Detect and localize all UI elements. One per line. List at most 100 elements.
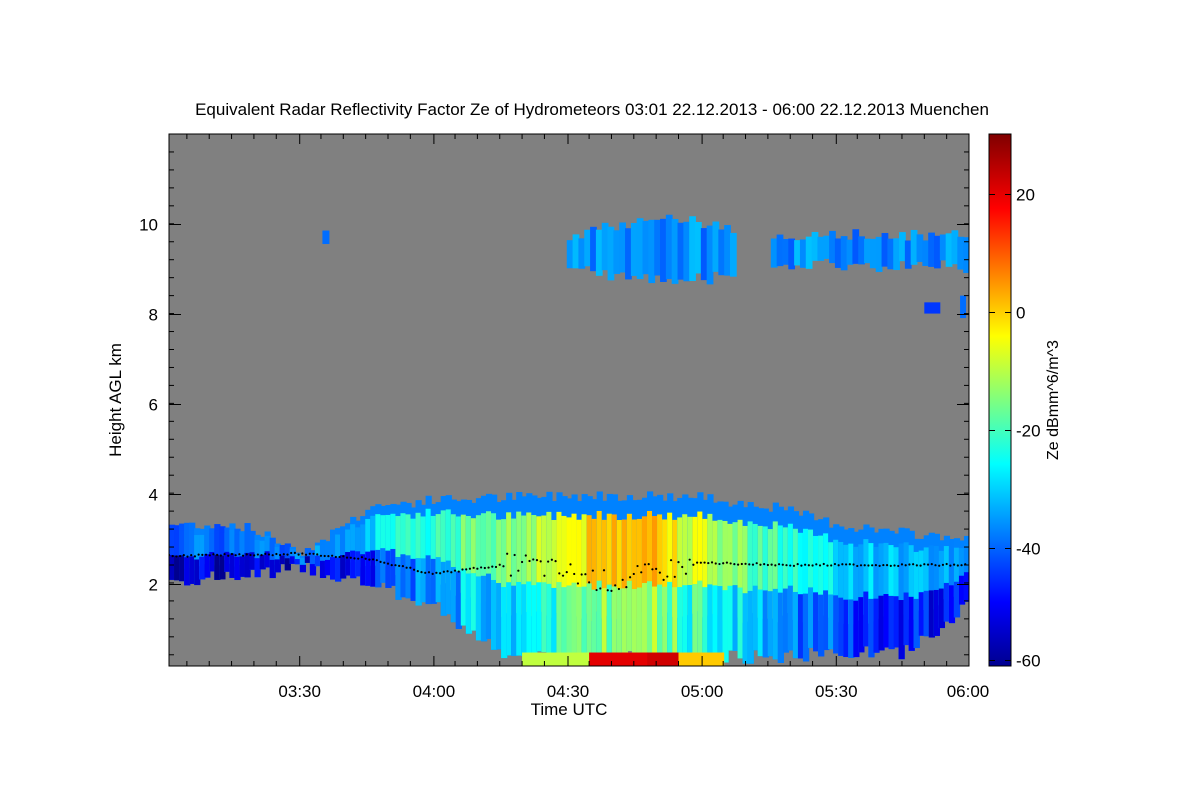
cloud-base-dot <box>256 553 259 556</box>
column-fallstreak <box>697 580 704 653</box>
column-fallstreak <box>682 585 689 660</box>
column-core <box>923 547 930 610</box>
column-fallstreak <box>465 573 473 634</box>
column-fallstreak <box>883 594 890 648</box>
reflectivity-column <box>883 528 890 648</box>
reflectivity-column <box>420 504 427 603</box>
cloud-base-dot <box>275 552 278 556</box>
column-fallstreak <box>480 575 488 642</box>
upper-cloud-column <box>619 222 626 273</box>
reflectivity-column <box>858 529 865 653</box>
reflectivity-column <box>169 524 176 580</box>
y-tick-label: 2 <box>149 576 158 595</box>
reflectivity-column <box>963 535 969 602</box>
column-fallstreak <box>752 585 759 651</box>
cloud-base-dot <box>323 554 326 558</box>
cloud-base-dot <box>591 569 594 572</box>
column-fallstreak <box>802 593 810 662</box>
column-core <box>259 540 266 561</box>
column-fallstreak <box>722 590 729 663</box>
upper-cloud-column <box>951 230 959 265</box>
cloud-base-dot <box>282 553 285 556</box>
cloud-base-dot <box>774 564 777 567</box>
cloud-base-dot <box>807 564 810 567</box>
column-fallstreak <box>541 582 548 653</box>
reflectivity-column <box>405 502 412 599</box>
cloud-base-dot <box>628 576 632 579</box>
column-core <box>249 535 256 560</box>
cloud-base-dot <box>267 553 271 556</box>
cloud-base-dot <box>707 561 710 565</box>
column-fallstreak <box>526 581 533 654</box>
column-fallstreak <box>767 591 774 657</box>
reflectivity-column <box>526 493 533 654</box>
reflectivity-column <box>335 528 342 582</box>
column-fallstreak <box>279 555 286 565</box>
upper-cloud-column <box>566 240 574 269</box>
column-fallstreak <box>430 558 437 604</box>
column-core <box>586 515 593 614</box>
colorbar-tick-label: -40 <box>1016 540 1041 559</box>
column-core <box>732 522 739 613</box>
reflectivity-column <box>370 506 377 587</box>
reflectivity-column <box>687 497 694 657</box>
column-fallstreak <box>646 581 654 655</box>
column-core <box>672 519 679 617</box>
cloud-base-dot <box>580 573 583 576</box>
reflectivity-column <box>672 501 679 658</box>
reflectivity-column <box>365 509 372 586</box>
column-core <box>757 525 764 618</box>
column-fallstreak <box>782 588 790 653</box>
cloud-base-dot <box>789 564 792 567</box>
column-core <box>833 539 840 620</box>
column-fallstreak <box>616 588 623 661</box>
reflectivity-column <box>913 538 920 649</box>
reflectivity-column <box>802 510 810 662</box>
reflectivity-column <box>400 501 407 598</box>
column-fallstreak <box>314 555 322 567</box>
column-core <box>425 508 432 576</box>
column-fallstreak <box>903 592 910 646</box>
upper-cloud-column <box>683 221 691 282</box>
reflectivity-column <box>667 493 674 655</box>
cloud-base-dot <box>353 557 356 560</box>
column-core <box>335 534 342 568</box>
column-core <box>823 533 830 616</box>
column-fallstreak <box>521 584 528 657</box>
reflectivity-column <box>732 504 739 651</box>
reflectivity-column <box>717 501 724 656</box>
column-core <box>501 519 508 618</box>
column-fallstreak <box>938 588 946 629</box>
column-fallstreak <box>586 583 593 655</box>
x-axis-label: Time UTC <box>531 700 608 719</box>
cloud-base-dot <box>197 553 200 556</box>
cloud-base-dot <box>547 560 550 563</box>
column-core <box>340 532 347 565</box>
cloud-base-dot <box>897 564 900 568</box>
cloud-base-dot <box>826 564 829 567</box>
column-core <box>531 515 538 617</box>
column-fallstreak <box>375 549 382 588</box>
x-axis: 03:30 04:00 04:30 05:00 05:30 06:00 Time… <box>278 134 989 719</box>
cloud-base-dot <box>532 558 535 561</box>
x-minor-ticks <box>186 134 948 666</box>
cloud-base-dot <box>804 563 807 566</box>
cloud-base-dot <box>338 555 341 559</box>
column-fallstreak <box>662 586 669 658</box>
upper-cloud-column <box>829 230 836 264</box>
column-core <box>888 545 895 619</box>
cloud-base-dot <box>290 551 293 555</box>
column-core <box>319 544 327 569</box>
cloud-base-dot <box>476 567 479 570</box>
column-core <box>581 514 588 619</box>
column-fallstreak <box>933 589 940 636</box>
y-minor-ticks <box>169 151 969 656</box>
column-core <box>692 516 699 614</box>
column-fallstreak <box>435 557 442 603</box>
column-core <box>782 527 790 616</box>
column-fallstreak <box>576 586 583 658</box>
column-core <box>566 517 573 616</box>
reflectivity-column <box>777 506 785 663</box>
column-fallstreak <box>566 585 573 657</box>
